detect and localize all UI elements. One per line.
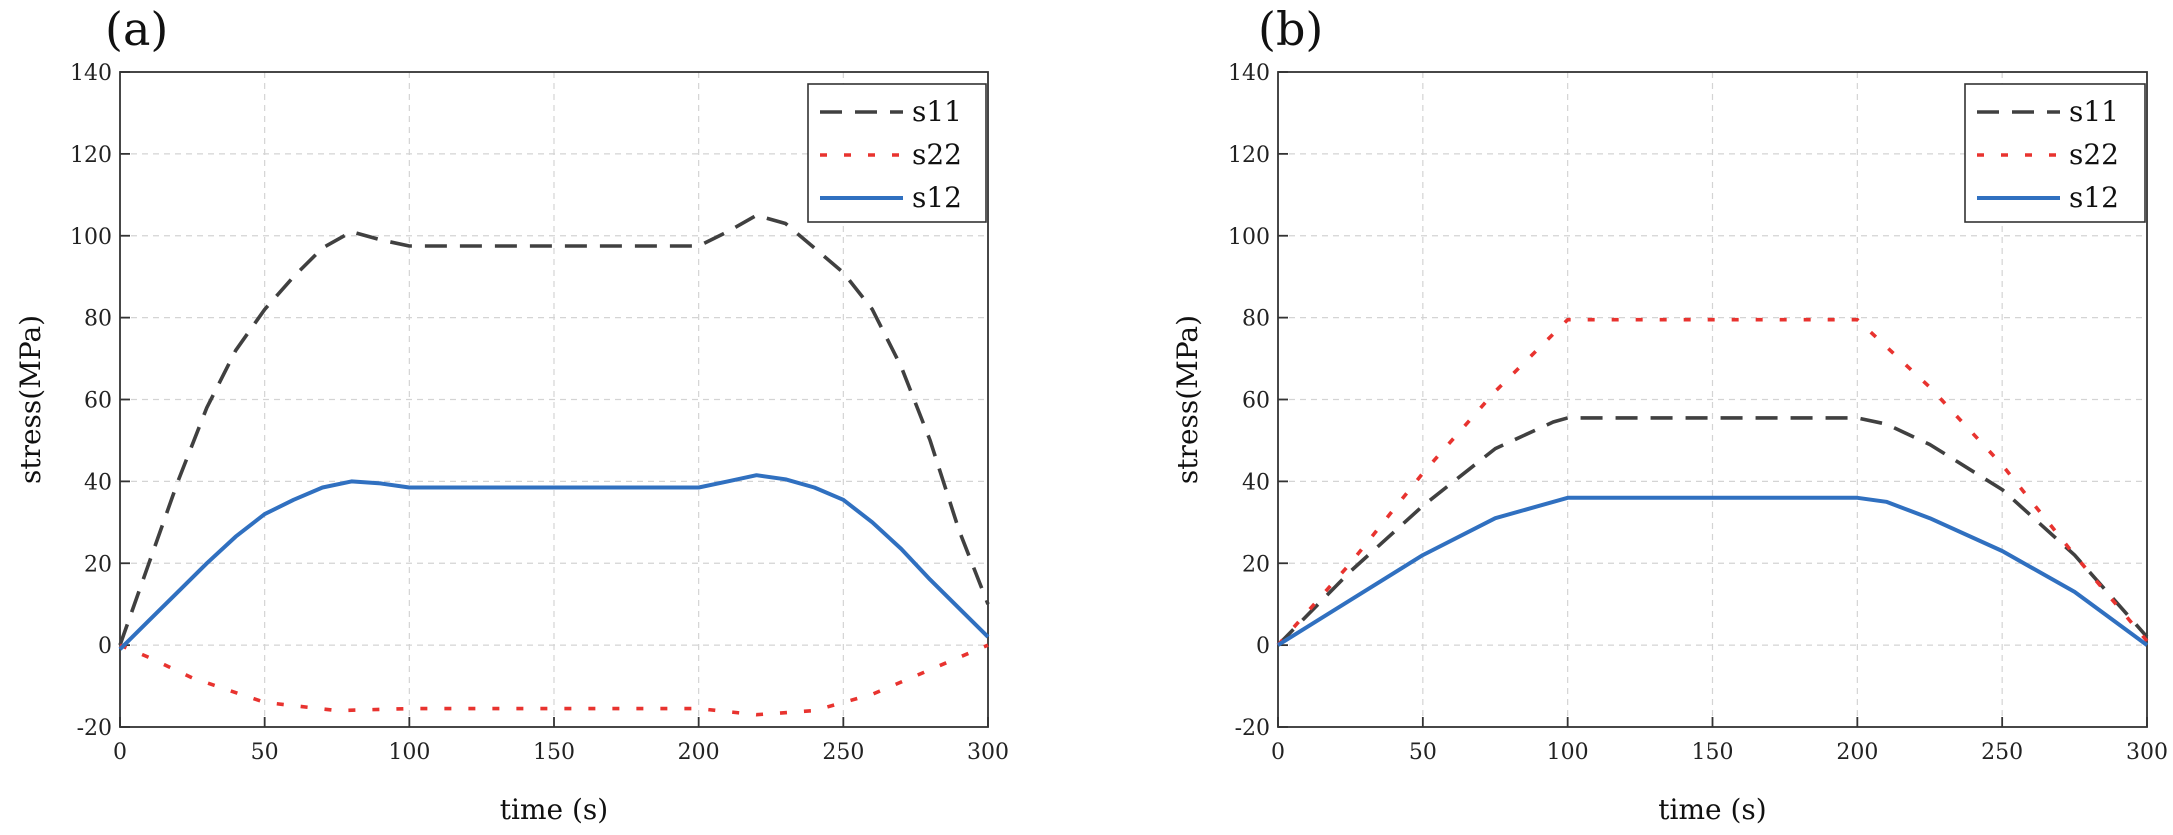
- y-tick-label: 140: [1228, 61, 1270, 86]
- series-line-s22: [1276, 317, 2149, 647]
- y-tick-label: -20: [1235, 716, 1270, 741]
- y-tick-label: 100: [70, 225, 112, 250]
- y-tick-label: 60: [84, 389, 112, 414]
- panel-label: (b): [1258, 2, 1323, 56]
- legend-label-s22: s22: [2069, 138, 2119, 171]
- y-tick-label: 80: [84, 307, 112, 332]
- chart-panel-a: 0 50 100 150 200 250 300-20020406080100120140t…: [14, 2, 1009, 826]
- x-tick-label: 50: [1409, 740, 1437, 765]
- y-tick-label: 20: [84, 552, 112, 577]
- legend-label-s12: s12: [912, 181, 962, 214]
- x-tick-label: 200: [678, 740, 720, 765]
- x-tick-label: 250: [822, 740, 864, 765]
- legend-label-s22: s22: [912, 138, 962, 171]
- y-tick-label: 120: [1228, 143, 1270, 168]
- legend: s11 s22 s12: [807, 83, 987, 223]
- y-tick-label: 120: [70, 143, 112, 168]
- series-line-s11: [118, 213, 990, 646]
- y-tick-label: 40: [84, 470, 112, 495]
- series-line-s11: [1276, 416, 2149, 647]
- x-tick-label: 300: [2126, 740, 2168, 765]
- y-tick-label: 80: [1242, 307, 1270, 332]
- x-tick-label: 100: [388, 740, 430, 765]
- x-tick-label: 0: [113, 740, 127, 765]
- y-axis-label: stress(MPa): [14, 315, 47, 484]
- y-tick-label: -20: [77, 716, 112, 741]
- x-tick-label: 200: [1836, 740, 1878, 765]
- x-tick-label: 300: [967, 740, 1009, 765]
- x-tick-label: 0: [1271, 740, 1285, 765]
- y-tick-label: 60: [1242, 389, 1270, 414]
- y-tick-label: 100: [1228, 225, 1270, 250]
- legend-label-s11: s11: [912, 95, 962, 128]
- y-tick-label: 40: [1242, 470, 1270, 495]
- x-axis-label: time (s): [1658, 793, 1766, 826]
- x-axis-label: time (s): [500, 793, 608, 826]
- panel-label: (a): [105, 2, 168, 56]
- x-tick-label: 150: [1692, 740, 1734, 765]
- y-tick-label: 20: [1242, 552, 1270, 577]
- chart-panel-b: 0 50 100 150 200 250 300-20020406080100120140t…: [1171, 2, 2168, 826]
- y-tick-label: 0: [1256, 634, 1270, 659]
- x-tick-label: 150: [533, 740, 575, 765]
- series-line-s12: [118, 473, 990, 651]
- legend-label-s11: s11: [2069, 95, 2119, 128]
- y-tick-label: 0: [98, 634, 112, 659]
- x-tick-label: 100: [1547, 740, 1589, 765]
- y-tick-label: 140: [70, 61, 112, 86]
- y-axis-label: stress(MPa): [1171, 315, 1204, 484]
- x-tick-label: 250: [1981, 740, 2023, 765]
- x-tick-label: 50: [251, 740, 279, 765]
- legend: s11 s22 s12: [1964, 83, 2146, 223]
- legend-label-s12: s12: [2069, 181, 2119, 214]
- series-line-s12: [1276, 495, 2149, 647]
